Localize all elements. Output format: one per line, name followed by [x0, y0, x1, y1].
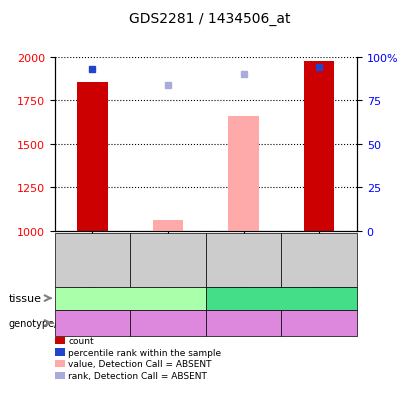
- Text: GSM109532: GSM109532: [163, 237, 173, 283]
- Bar: [77, 83, 108, 231]
- Text: GSM109547: GSM109547: [239, 237, 248, 283]
- Text: count: count: [68, 336, 94, 345]
- Text: rank, Detection Call = ABSENT: rank, Detection Call = ABSENT: [68, 371, 207, 380]
- Text: maternal
uniparental
duplication: maternal uniparental duplication: [226, 315, 262, 332]
- Bar: [228, 117, 259, 231]
- Text: percentile rank within the sample: percentile rank within the sample: [68, 348, 221, 357]
- Text: paternal
uniparental
duplication: paternal uniparental duplication: [150, 315, 186, 332]
- Text: value, Detection Call = ABSENT: value, Detection Call = ABSENT: [68, 359, 212, 368]
- Text: tissue: tissue: [8, 293, 42, 304]
- Text: 13.5 dpc embryo: 13.5 dpc embryo: [240, 293, 323, 304]
- Bar: [153, 220, 183, 231]
- Text: newborn brain: newborn brain: [95, 293, 165, 304]
- Bar: [304, 62, 334, 231]
- Text: genotype/variation: genotype/variation: [8, 318, 101, 328]
- Text: GSM109548: GSM109548: [315, 237, 324, 283]
- Text: GDS2281 / 1434506_at: GDS2281 / 1434506_at: [129, 12, 291, 26]
- Text: maternal
uniparental
duplication: maternal uniparental duplication: [74, 315, 110, 332]
- Text: paternal
uniparental
duplication: paternal uniparental duplication: [301, 315, 337, 332]
- Text: GSM109531: GSM109531: [88, 237, 97, 283]
